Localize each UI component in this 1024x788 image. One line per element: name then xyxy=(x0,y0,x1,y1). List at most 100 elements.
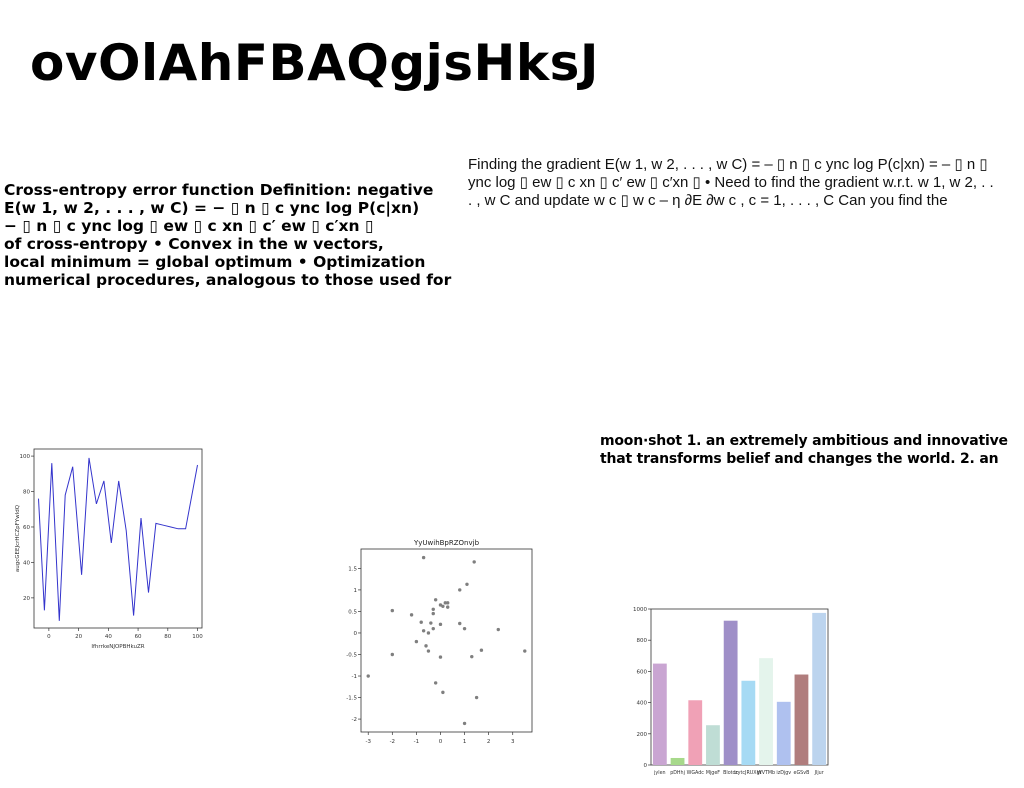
x-tick-label: 1 xyxy=(463,739,467,745)
y-tick-label: 200 xyxy=(637,732,648,738)
text-line: E(w 1, w 2, . . . , w C) = − ▯ n ▯ c ync… xyxy=(4,199,420,217)
scatter-point xyxy=(438,655,443,659)
x-tick-label: Blotdc xyxy=(723,770,738,776)
x-tick-label: WVTMb xyxy=(757,770,775,776)
scatter-point xyxy=(438,622,443,627)
scatter-point xyxy=(390,652,395,657)
gradient-paragraph: Finding the gradient E(w 1, w 2, . . . ,… xyxy=(468,156,1024,210)
page-title: ovOlAhFBAQgjsHksJ xyxy=(30,34,599,92)
y-tick-label: 0.5 xyxy=(348,609,357,615)
y-tick-label: -2 xyxy=(352,717,357,723)
scatter-point xyxy=(446,605,450,609)
x-tick-label: jylen xyxy=(653,770,666,776)
y-tick-label: 1.5 xyxy=(348,566,357,572)
y-tick-label: 1000 xyxy=(633,607,647,613)
x-tick-label: 80 xyxy=(164,634,171,640)
scatter-point xyxy=(390,608,395,613)
bar xyxy=(723,620,738,765)
bar xyxy=(741,680,756,765)
scatter-point xyxy=(433,598,438,602)
text-line: that transforms belief and changes the w… xyxy=(600,451,999,467)
chart-title: YyUwihBpRZOnvjb xyxy=(413,539,480,547)
x-tick-label: -3 xyxy=(365,739,371,745)
scatter-point xyxy=(479,648,484,652)
x-tick-label: 20 xyxy=(75,634,82,640)
x-tick-label: 40 xyxy=(105,634,112,640)
scatter-point xyxy=(441,690,445,695)
scatter-point xyxy=(419,620,423,624)
text-line: moon·shot 1. an extremely ambitious and … xyxy=(600,433,1008,449)
text-line: local minimum = global optimum • Optimiz… xyxy=(4,253,426,271)
y-tick-label: 0 xyxy=(354,631,358,637)
scatter-point xyxy=(414,639,419,644)
scatter-point xyxy=(426,649,431,653)
bar xyxy=(759,658,773,765)
scatter-point xyxy=(462,626,467,631)
x-tick-label: 3 xyxy=(511,739,515,745)
x-tick-label: pDHhj xyxy=(670,770,685,776)
scatter-point xyxy=(458,588,462,592)
scatter-point xyxy=(438,603,443,607)
y-tick-label: 800 xyxy=(637,638,648,644)
y-tick-label: 0 xyxy=(644,763,648,769)
scatter-point xyxy=(433,681,438,685)
scatter-point xyxy=(424,644,428,648)
y-tick-label: -1 xyxy=(352,674,357,680)
x-tick-label: 0 xyxy=(439,739,443,745)
y-tick-label: -0.5 xyxy=(346,652,357,658)
plot-frame xyxy=(650,608,829,766)
scatter-point xyxy=(421,629,426,633)
moonshot-paragraph: moon·shot 1. an extremely ambitious and … xyxy=(600,432,1024,468)
x-tick-label: zytcJRUXgt xyxy=(735,770,761,776)
scatter-point xyxy=(431,611,435,616)
scatter-point xyxy=(472,560,476,564)
x-tick-label: izDjgv xyxy=(776,770,791,776)
x-tick-label: Jljur xyxy=(814,770,824,776)
scatter-point xyxy=(429,621,433,625)
text-line: ync log ▯ ew ▯ c xn ▯ c′ ew ▯ c′xn ▯ • N… xyxy=(468,174,994,191)
x-tick-label: 2 xyxy=(487,739,491,745)
x-tick-label: -1 xyxy=(414,739,419,745)
x-tick-label: 100 xyxy=(192,634,203,640)
x-axis-label: IfhrrkeNJOPBHkuZR xyxy=(91,644,144,650)
scatter-point xyxy=(431,626,435,631)
x-tick-label: 60 xyxy=(135,634,142,640)
scatter-point xyxy=(421,555,426,560)
y-axis-label: augcGEEJcrHCZpFYwIdQ xyxy=(15,504,21,572)
scatter-point xyxy=(470,654,474,659)
scatter-chart: YyUwihBpRZOnvjb -3 -2 -1 0 1 2 3 -2 -1.5 -1 -0.5 0 0.… xyxy=(346,539,533,745)
scatter-point xyxy=(458,621,462,626)
text-line: Cross-entropy error function Definition:… xyxy=(4,181,434,199)
x-tick-label: -2 xyxy=(390,739,395,745)
scatter-point xyxy=(366,674,370,678)
series-line xyxy=(38,457,198,621)
text-line: Finding the gradient E(w 1, w 2, . . . ,… xyxy=(468,156,988,173)
y-tick-label: -1.5 xyxy=(346,696,357,702)
scatter-point xyxy=(426,631,431,635)
scatter-point xyxy=(523,649,527,653)
bar xyxy=(688,700,703,765)
scatter-point xyxy=(465,582,469,587)
plot-frame xyxy=(360,548,533,733)
text-line: . , w C and update w c ▯ w c – η ∂E ∂w c… xyxy=(468,192,948,209)
bar xyxy=(706,725,720,765)
scatter-point xyxy=(431,607,435,611)
scatter-point xyxy=(496,627,500,632)
cross-entropy-paragraph: Cross-entropy error function Definition:… xyxy=(4,181,466,289)
bar-chart: 0 200 400 600 800 1000 jylen pDHhj WGAdc MjgeF Blo… xyxy=(633,607,829,776)
x-tick-label: MjgeF xyxy=(706,770,720,776)
plot-frame xyxy=(33,448,203,629)
text-line: numerical procedures, analogous to those… xyxy=(4,271,452,289)
scatter-point xyxy=(446,601,450,605)
y-tick-label: 400 xyxy=(637,701,648,707)
x-tick-label: eGSvB xyxy=(794,770,810,776)
scatter-point xyxy=(474,695,479,700)
bar xyxy=(812,612,827,765)
text-line: − ▯ n ▯ c ync log ▯ ew ▯ c xn ▯ c′ ew ▯ … xyxy=(4,217,374,235)
scatter-point xyxy=(462,721,467,726)
bar xyxy=(794,674,809,765)
y-tick-label: 40 xyxy=(23,560,30,566)
y-tick-label: 20 xyxy=(23,596,30,602)
y-tick-label: 1 xyxy=(354,588,358,594)
bar xyxy=(670,757,685,765)
